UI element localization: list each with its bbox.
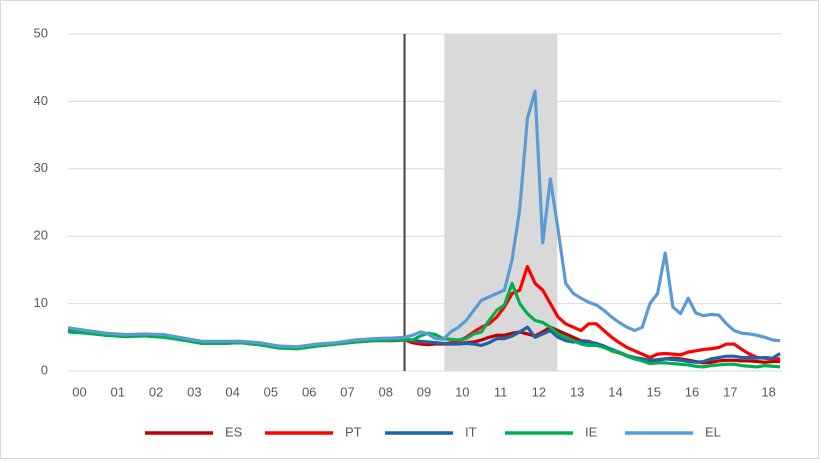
- y-tick-label: 10: [34, 295, 48, 310]
- x-tick-label: 02: [149, 384, 163, 399]
- x-tick-label: 17: [723, 384, 737, 399]
- legend-label: EL: [705, 424, 721, 439]
- y-tick-label: 30: [34, 160, 48, 175]
- series-line: [67, 281, 781, 369]
- legend-label: PT: [345, 424, 362, 439]
- chart-frame: [0, 0, 819, 459]
- x-tick-label: 03: [187, 384, 201, 399]
- x-tick-label: 18: [761, 384, 775, 399]
- legend-label: IE: [585, 424, 598, 439]
- x-tick-label: 13: [570, 384, 584, 399]
- y-tick-label: 0: [41, 362, 48, 377]
- x-tick-label: 04: [225, 384, 239, 399]
- y-tick-label: 20: [34, 228, 48, 243]
- x-tick-label: 11: [494, 384, 508, 399]
- x-tick-label: 12: [532, 384, 546, 399]
- x-tick-label: 16: [685, 384, 699, 399]
- x-tick-label: 01: [111, 384, 125, 399]
- y-tick-label: 40: [34, 93, 48, 108]
- x-tick-label: 09: [417, 384, 431, 399]
- x-tick-label: 05: [264, 384, 278, 399]
- x-tick-label: 06: [302, 384, 316, 399]
- y-tick-label: 50: [34, 25, 48, 40]
- x-tick-label: 00: [72, 384, 86, 399]
- x-tick-label: 15: [647, 384, 661, 399]
- legend-label: IT: [465, 424, 477, 439]
- x-tick-label: 14: [608, 384, 622, 399]
- x-tick-label: 10: [455, 384, 469, 399]
- legend-label: ES: [225, 424, 243, 439]
- x-tick-label: 08: [379, 384, 393, 399]
- shaded-region: [444, 34, 558, 371]
- series-line: [67, 89, 781, 349]
- x-tick-label: 07: [340, 384, 354, 399]
